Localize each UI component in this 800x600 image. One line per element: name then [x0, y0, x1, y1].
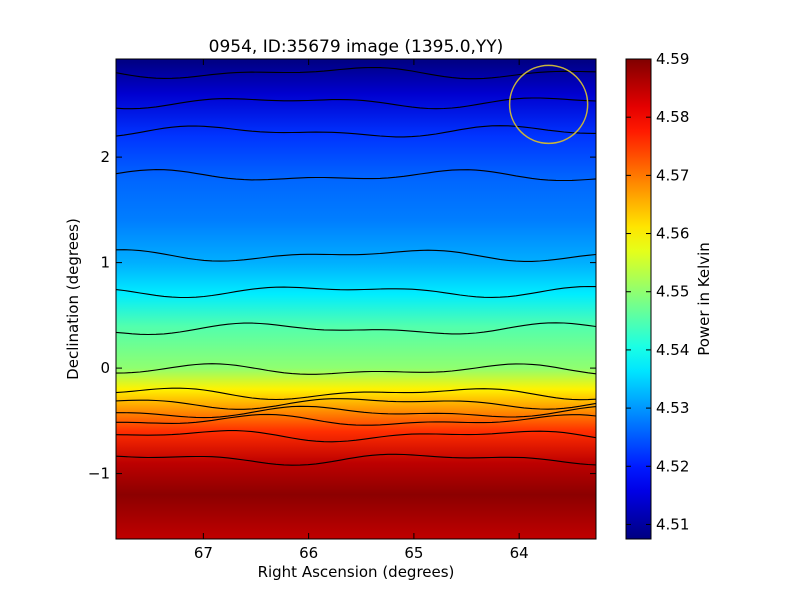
contour-line [116, 405, 596, 419]
contour-line [116, 413, 596, 426]
contour-line [116, 322, 596, 336]
x-axis-ticks: 67 66 65 64 [194, 59, 529, 562]
colorbar-tick-label: 4.59 [656, 50, 689, 68]
contour-line [116, 363, 596, 375]
x-tick-label: 66 [299, 544, 318, 562]
contour-line [116, 66, 596, 80]
x-tick-label: 64 [510, 544, 529, 562]
colorbar: 4.51 4.52 4.53 4.54 4.55 4.56 4.57 4.58 4.59 Pow… [625, 50, 713, 540]
contour-line [116, 398, 596, 410]
colorbar-tick-label: 4.53 [656, 399, 689, 417]
y-tick-label: −1 [88, 465, 110, 483]
colorbar-tick-label: 4.51 [656, 515, 689, 533]
y-tick-label: 0 [100, 359, 110, 377]
heatmap-area [116, 59, 596, 539]
colorbar-tick-label: 4.54 [656, 341, 689, 359]
colorbar-tick-label: 4.58 [656, 108, 689, 126]
y-tick-label: 1 [100, 254, 110, 272]
y-tick-label: 2 [100, 148, 110, 166]
y-axis-label: Declination (degrees) [64, 218, 82, 380]
colorbar-tick-label: 4.52 [656, 457, 689, 475]
contour-line [116, 430, 596, 443]
x-axis-label: Right Ascension (degrees) [258, 563, 455, 581]
colorbar-ticks: 4.51 4.52 4.53 4.54 4.55 4.56 4.57 4.58 4.59 [626, 50, 689, 533]
colorbar-tick-label: 4.56 [656, 225, 689, 243]
contour-line [116, 97, 596, 110]
beam-marker [508, 64, 589, 145]
x-tick-label: 67 [194, 544, 213, 562]
contour-lines [116, 66, 596, 466]
contour-line [116, 453, 596, 466]
colorbar-label: Power in Kelvin [695, 242, 713, 356]
contour-line [116, 249, 596, 262]
contour-line [116, 285, 596, 299]
colorbar-tick-label: 4.57 [656, 166, 689, 184]
colorbar-tick-label: 4.55 [656, 283, 689, 301]
x-tick-label: 65 [404, 544, 423, 562]
heatmap-image [116, 59, 596, 539]
contour-line [116, 169, 596, 182]
contour-line [116, 387, 596, 401]
chart-title: 0954, ID:35679 image (1395.0,YY) [209, 37, 504, 57]
plot-frame [115, 58, 597, 540]
y-axis-ticks: −1 0 1 2 [88, 148, 596, 483]
colorbar-gradient [625, 58, 652, 540]
